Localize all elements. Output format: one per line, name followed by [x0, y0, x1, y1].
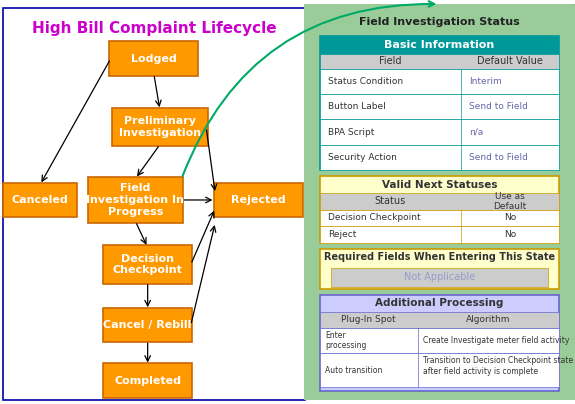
Text: Interim: Interim	[469, 77, 502, 86]
Text: No: No	[504, 213, 516, 222]
Text: No: No	[504, 230, 516, 239]
Text: Cancel / Rebill: Cancel / Rebill	[104, 320, 192, 330]
FancyBboxPatch shape	[3, 183, 77, 217]
Text: Send to Field: Send to Field	[469, 102, 528, 111]
Text: Algorithm: Algorithm	[466, 315, 511, 324]
FancyBboxPatch shape	[320, 193, 559, 210]
FancyBboxPatch shape	[320, 176, 559, 243]
FancyBboxPatch shape	[112, 108, 208, 146]
Text: Decision Checkpoint: Decision Checkpoint	[328, 213, 421, 222]
FancyBboxPatch shape	[103, 364, 192, 398]
Text: Default Value: Default Value	[477, 56, 543, 66]
Text: High Bill Complaint Lifecycle: High Bill Complaint Lifecycle	[32, 21, 276, 36]
FancyArrowPatch shape	[182, 1, 434, 176]
FancyBboxPatch shape	[103, 308, 192, 343]
Text: Valid Next Statuses: Valid Next Statuses	[382, 180, 497, 189]
FancyBboxPatch shape	[320, 249, 559, 289]
FancyBboxPatch shape	[87, 177, 183, 223]
Text: Field Investigation Status: Field Investigation Status	[359, 17, 520, 27]
FancyBboxPatch shape	[109, 42, 198, 76]
Text: Decision
Checkpoint: Decision Checkpoint	[113, 254, 183, 276]
FancyBboxPatch shape	[331, 268, 548, 287]
Text: n/a: n/a	[469, 128, 484, 137]
Text: Create Investigate meter field activity: Create Investigate meter field activity	[423, 336, 569, 345]
Text: Field
Investigation In
Progress: Field Investigation In Progress	[86, 183, 185, 217]
Text: Required Fields When Entering This State: Required Fields When Entering This State	[324, 252, 555, 262]
FancyBboxPatch shape	[320, 210, 559, 226]
Text: Security Action: Security Action	[328, 153, 397, 162]
Text: Reject: Reject	[328, 230, 356, 239]
FancyBboxPatch shape	[320, 54, 559, 69]
FancyBboxPatch shape	[320, 69, 559, 94]
FancyBboxPatch shape	[103, 245, 192, 284]
FancyBboxPatch shape	[320, 36, 559, 170]
Text: Field: Field	[379, 56, 402, 66]
FancyBboxPatch shape	[320, 311, 559, 328]
Text: Transition to Decision Checkpoint state
after field activity is complete: Transition to Decision Checkpoint state …	[423, 356, 573, 376]
FancyBboxPatch shape	[320, 120, 559, 145]
Text: Completed: Completed	[114, 376, 181, 385]
Text: Auto transition: Auto transition	[325, 366, 383, 375]
Text: Send to Field: Send to Field	[469, 153, 528, 162]
Text: Lodged: Lodged	[131, 54, 177, 63]
Text: Status Condition: Status Condition	[328, 77, 403, 86]
Text: Rejected: Rejected	[231, 195, 286, 205]
Text: Plug-In Spot: Plug-In Spot	[342, 315, 396, 324]
FancyBboxPatch shape	[301, 0, 575, 404]
Text: BPA Script: BPA Script	[328, 128, 374, 137]
FancyBboxPatch shape	[320, 328, 559, 353]
Text: Enter
processing: Enter processing	[325, 331, 367, 350]
FancyBboxPatch shape	[320, 353, 559, 387]
FancyBboxPatch shape	[320, 226, 559, 243]
FancyBboxPatch shape	[320, 145, 559, 170]
Text: Use as
Default: Use as Default	[493, 191, 527, 211]
Text: Not Applicable: Not Applicable	[404, 272, 475, 282]
FancyBboxPatch shape	[214, 183, 303, 217]
Text: Preliminary
Investigation: Preliminary Investigation	[119, 116, 201, 138]
Text: Status: Status	[375, 196, 406, 206]
Text: Button Label: Button Label	[328, 102, 386, 111]
Text: Additional Processing: Additional Processing	[375, 299, 504, 308]
Text: Canceled: Canceled	[12, 195, 68, 205]
FancyBboxPatch shape	[320, 94, 559, 120]
FancyBboxPatch shape	[320, 295, 559, 391]
Text: Basic Information: Basic Information	[384, 40, 494, 50]
